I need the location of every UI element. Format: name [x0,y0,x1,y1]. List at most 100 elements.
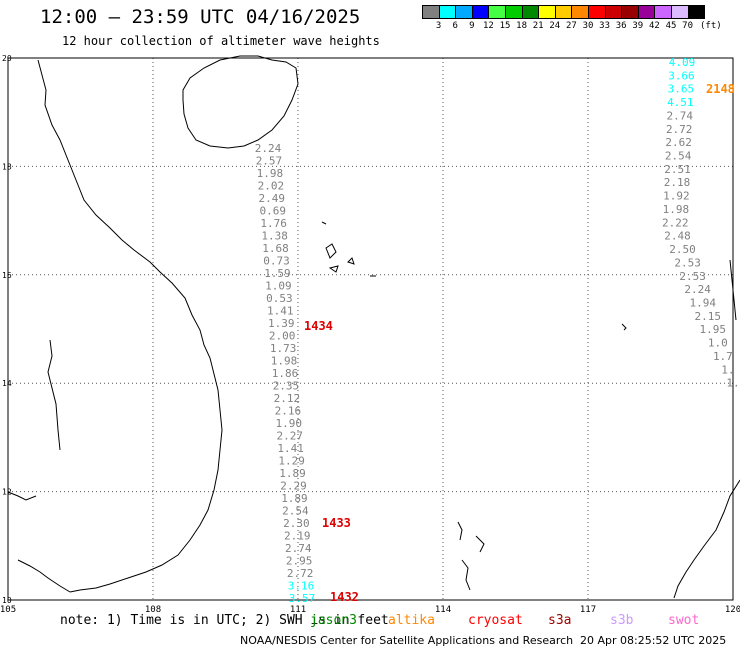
legend-tick-label: 39 [632,21,644,31]
wave-height-label: 0.73 [263,255,290,268]
wave-height-label: 2.18 [664,176,691,189]
wave-height-label: 3.57 [289,592,316,605]
wave-height-label: 2.72 [287,567,314,580]
wave-height-label: 1.38 [261,230,288,243]
coastline-palawan [673,479,740,599]
wave-height-label: 2.24 [255,142,282,155]
wave-height-label: 2.53 [679,270,706,283]
x-axis-label: 114 [435,605,451,615]
coastline-paracel-4 [321,221,327,225]
wave-height-label: 1.73 [270,342,297,355]
x-axis-label: 108 [145,605,161,615]
x-axis-label: 117 [580,605,596,615]
coastline-thai-gulf-island [47,339,61,451]
legend-tick-label: 12 [482,21,494,31]
wave-height-label: 2.19 [284,530,311,543]
wave-height-label: 1.09 [265,280,292,293]
y-axis-label: 10 [2,596,12,605]
wave-height-label: 4.09 [669,56,696,69]
wave-height-label: 2.54 [282,505,309,518]
legend-tick-label: 15 [499,21,511,31]
wave-height-label: 2.27 [276,430,303,443]
wave-height-label: 1.90 [276,417,303,430]
wave-height-label: 1.95 [700,323,727,336]
legend-unit: (ft) [700,21,722,31]
wave-height-label: 2.49 [259,192,286,205]
y-axis-label: 16 [2,271,12,280]
wave-height-label: 2.24 [684,283,711,296]
wave-height-label: 0.53 [266,292,293,305]
wave-height-label: 2.22 [662,216,689,229]
legend-swatches [422,5,706,19]
legend-tick-label: 70 [682,21,694,31]
wave-height-label: 1.0 [708,337,728,350]
wave-height-label: 2.53 [674,256,701,269]
wave-height-label: 1.29 [278,455,305,468]
footer-note: note: 1) Time is in UTC; 2) SWH is in fe… [60,613,389,628]
wave-height-label: 2.12 [274,392,301,405]
legend-tick-label: 33 [599,21,611,31]
y-axis-label: 18 [2,162,12,171]
coastline-spratly-2 [475,535,485,553]
wave-height-label: 2.30 [283,517,310,530]
legend-tick-label: 45 [665,21,677,31]
wave-height-label: 2.57 [256,155,283,168]
wave-height-label: 2.74 [285,542,312,555]
x-axis-label: 111 [290,605,306,615]
wave-height-label: 1.86 [272,367,299,380]
axis-labels: 105 108 111 114 117 120 20 18 16 14 12 10 [0,54,740,615]
pass-time-label: 1434 [304,319,333,333]
wave-height-label: 1.76 [260,217,287,230]
wave-height-label: 1. [721,363,734,376]
pass-time-label: 2148 [706,82,735,96]
y-axis-label: 14 [2,379,12,388]
wave-height-label: 4.51 [667,96,694,109]
wave-height-label: 2.95 [286,555,313,568]
legend-tick-label: 21 [532,21,544,31]
coastline-spratly-3 [461,559,471,591]
wave-height-label: 1.92 [663,190,690,203]
wave-height-label: 1.59 [264,267,291,280]
map-frame [7,57,734,601]
wave-height-label: 2.50 [669,243,696,256]
pass-time-label: 1433 [322,516,351,530]
legend-tick-label: 27 [565,21,577,31]
coastline-paracel-3 [347,257,355,265]
wave-height-label: 2.00 [269,330,296,343]
wave-height-label: 2.15 [695,310,722,323]
wave-height-label: 2.02 [258,180,285,193]
coastline-hainan [182,55,299,149]
pass-time-label: 1432 [330,590,359,604]
wave-height-label: 2.72 [666,123,693,136]
legend-tick-label: 6 [452,21,458,31]
legend-tick-label: 18 [516,21,528,31]
coastline-layer [7,55,740,599]
wave-height-label: 2.29 [280,480,307,493]
wave-height-label: 3.65 [668,83,695,96]
satellite-cryosat: cryosat [468,613,523,628]
x-axis-label: 105 [0,605,16,615]
legend-swatch-16 [687,5,706,19]
coastline-islet [621,323,627,331]
coastline-cambodia [17,559,71,593]
coastline-paracel-2 [328,265,339,273]
coastline-paracel-1 [325,243,337,259]
coastline-spratly-1 [457,521,463,541]
y-axis-label: 20 [2,54,12,63]
legend-tick-label: 24 [549,21,561,31]
wave-height-label: 1.41 [277,442,304,455]
wave-height-label: 3.66 [668,69,695,82]
legend-tick-label: 30 [582,21,594,31]
wave-height-label: 3.16 [288,580,315,593]
wave-height-label: 2.74 [667,109,694,122]
wave-height-label: 2.54 [665,150,692,163]
altimeter-tracks: 2.242.571.982.022.490.691.761.381.680.73… [255,56,740,605]
wave-height-label: 1.98 [271,355,298,368]
wave-height-label: 1.94 [689,296,716,309]
wave-height-label: 1.98 [257,167,284,180]
wave-height-label: 2.35 [273,380,300,393]
satellite-swot: swot [668,613,700,628]
satellite-jason3: jason3 [310,613,357,628]
legend-tick-label: 36 [615,21,627,31]
